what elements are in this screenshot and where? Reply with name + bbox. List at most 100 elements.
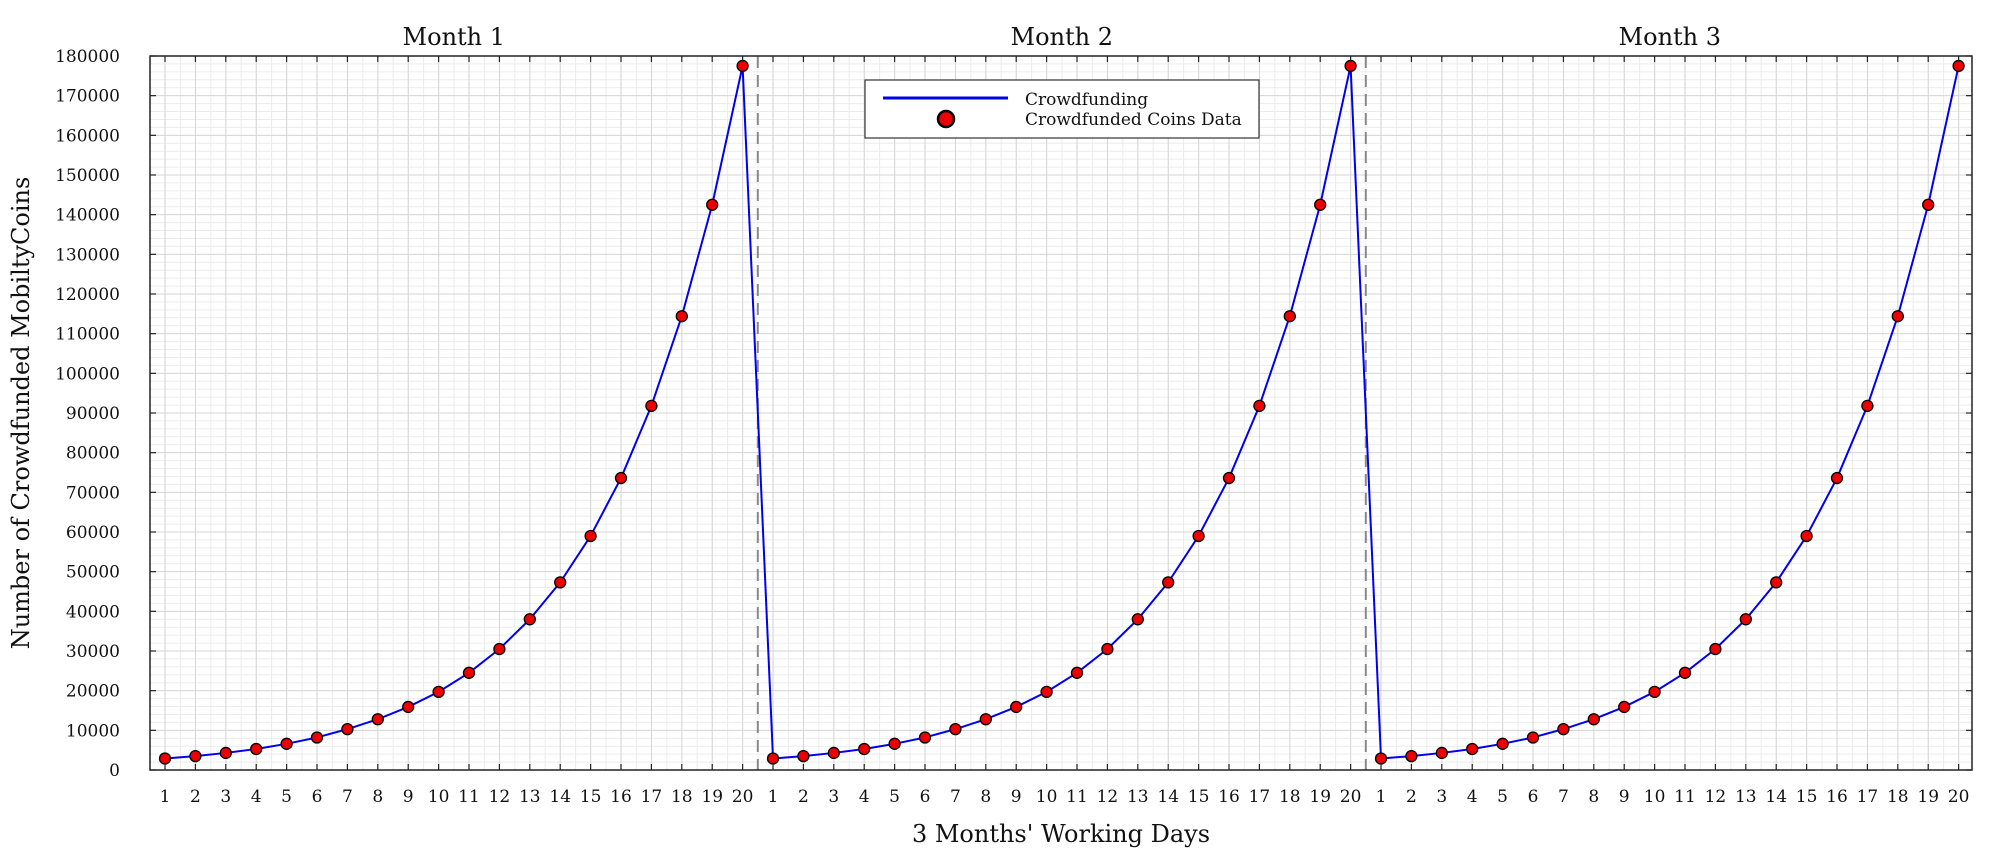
y-tick-label: 110000 bbox=[55, 325, 120, 345]
data-point bbox=[888, 737, 901, 750]
data-point bbox=[189, 749, 202, 763]
x-axis-label: 3 Months' Working Days bbox=[912, 820, 1210, 848]
x-tick-label: 17 bbox=[1249, 787, 1271, 807]
x-tick-label: 1 bbox=[160, 787, 171, 807]
legend-marker-swatch bbox=[936, 109, 956, 129]
data-point bbox=[1587, 713, 1600, 726]
data-point bbox=[1435, 746, 1448, 760]
data-point bbox=[736, 59, 749, 73]
y-tick-label: 170000 bbox=[55, 87, 120, 107]
y-tick-label: 150000 bbox=[55, 166, 120, 186]
x-tick-label: 14 bbox=[1157, 787, 1179, 807]
data-point bbox=[1253, 399, 1266, 413]
y-tick-label: 60000 bbox=[66, 523, 120, 543]
x-tick-label: 9 bbox=[1619, 787, 1630, 807]
x-tick-label: 18 bbox=[1279, 787, 1301, 807]
x-tick-label: 18 bbox=[1887, 787, 1909, 807]
x-tick-label: 4 bbox=[1467, 787, 1478, 807]
month-title: Month 2 bbox=[1011, 23, 1113, 51]
x-tick-label: 9 bbox=[1011, 787, 1022, 807]
data-point bbox=[1648, 685, 1661, 699]
x-tick-label: 14 bbox=[1765, 787, 1787, 807]
x-tick-label: 8 bbox=[372, 787, 383, 807]
data-point bbox=[432, 685, 445, 699]
x-tick-label: 7 bbox=[1558, 787, 1569, 807]
data-point bbox=[918, 731, 932, 744]
legend-label-marker: Crowdfunded Coins Data bbox=[1025, 110, 1242, 130]
x-tick-label: 13 bbox=[1127, 787, 1149, 807]
data-point bbox=[493, 642, 506, 656]
data-point bbox=[1070, 666, 1084, 679]
x-tick-label: 20 bbox=[1948, 787, 1970, 807]
x-tick-label: 17 bbox=[1857, 787, 1879, 807]
data-point bbox=[1739, 613, 1752, 626]
x-tick-label: 2 bbox=[1406, 787, 1417, 807]
data-point bbox=[1830, 471, 1844, 485]
data-point bbox=[1101, 642, 1114, 656]
x-tick-label: 18 bbox=[671, 787, 693, 807]
y-tick-label: 90000 bbox=[66, 404, 120, 424]
legend: Crowdfunding Crowdfunded Coins Data bbox=[864, 79, 1260, 139]
x-tick-label: 5 bbox=[281, 787, 292, 807]
data-point bbox=[584, 529, 597, 543]
x-tick-label: 7 bbox=[342, 787, 353, 807]
data-point bbox=[979, 713, 992, 726]
series-marker-group bbox=[158, 59, 1965, 765]
x-tick-label: 2 bbox=[190, 787, 201, 807]
x-tick-label: 11 bbox=[1066, 787, 1088, 807]
x-tick-label: 6 bbox=[1528, 787, 1539, 807]
x-tick-label: 5 bbox=[889, 787, 900, 807]
data-point bbox=[675, 310, 688, 323]
x-tick-label: 20 bbox=[732, 787, 754, 807]
data-point bbox=[858, 742, 871, 756]
data-point bbox=[1800, 529, 1813, 543]
x-tick-label: 3 bbox=[1436, 787, 1447, 807]
data-point bbox=[1770, 576, 1783, 589]
y-tick-label: 70000 bbox=[66, 483, 120, 503]
x-tick-label: 12 bbox=[1097, 787, 1119, 807]
y-tick-label: 20000 bbox=[66, 682, 120, 702]
x-tick-label: 12 bbox=[1705, 787, 1727, 807]
y-axis-label: Number of Crowdfunded MobiltyCoins bbox=[7, 177, 35, 650]
data-point bbox=[1374, 752, 1388, 765]
data-point bbox=[706, 198, 719, 211]
data-point bbox=[1040, 685, 1053, 699]
data-point bbox=[1131, 613, 1144, 626]
data-point bbox=[280, 737, 293, 750]
data-point bbox=[1222, 471, 1236, 485]
x-tick-label: 16 bbox=[1826, 787, 1848, 807]
data-point bbox=[1861, 399, 1874, 413]
y-tick-label: 160000 bbox=[55, 126, 120, 146]
data-point bbox=[1618, 700, 1631, 714]
x-tick-label: 20 bbox=[1340, 787, 1362, 807]
data-point bbox=[462, 666, 476, 679]
x-tick-label: 1 bbox=[1376, 787, 1387, 807]
axis-ticks bbox=[150, 55, 1972, 771]
x-tick-label: 15 bbox=[580, 787, 602, 807]
data-point bbox=[1526, 731, 1540, 744]
data-point bbox=[219, 746, 232, 760]
data-point bbox=[158, 752, 172, 765]
data-point bbox=[1466, 742, 1479, 756]
data-point bbox=[827, 746, 840, 760]
x-tick-label: 8 bbox=[1588, 787, 1599, 807]
x-tick-label: 15 bbox=[1188, 787, 1210, 807]
y-tick-label: 120000 bbox=[55, 285, 120, 305]
y-tick-label: 100000 bbox=[55, 364, 120, 384]
x-tick-label: 11 bbox=[458, 787, 480, 807]
data-point bbox=[1709, 642, 1722, 656]
data-point bbox=[554, 576, 567, 589]
y-tick-labels: 0 10000 20000 30000 40000 50000 60000 70000 8000… bbox=[55, 47, 120, 781]
data-point bbox=[341, 722, 354, 736]
data-point bbox=[1283, 310, 1296, 323]
data-point bbox=[645, 399, 658, 413]
y-tick-label: 40000 bbox=[66, 602, 120, 622]
data-point bbox=[1922, 198, 1935, 211]
y-tick-label: 80000 bbox=[66, 444, 120, 464]
data-point bbox=[949, 722, 962, 736]
x-tick-label: 15 bbox=[1796, 787, 1818, 807]
y-tick-label: 10000 bbox=[66, 721, 120, 741]
x-tick-label: 14 bbox=[549, 787, 571, 807]
x-tick-label: 16 bbox=[1218, 787, 1240, 807]
y-tick-label: 0 bbox=[109, 761, 120, 781]
